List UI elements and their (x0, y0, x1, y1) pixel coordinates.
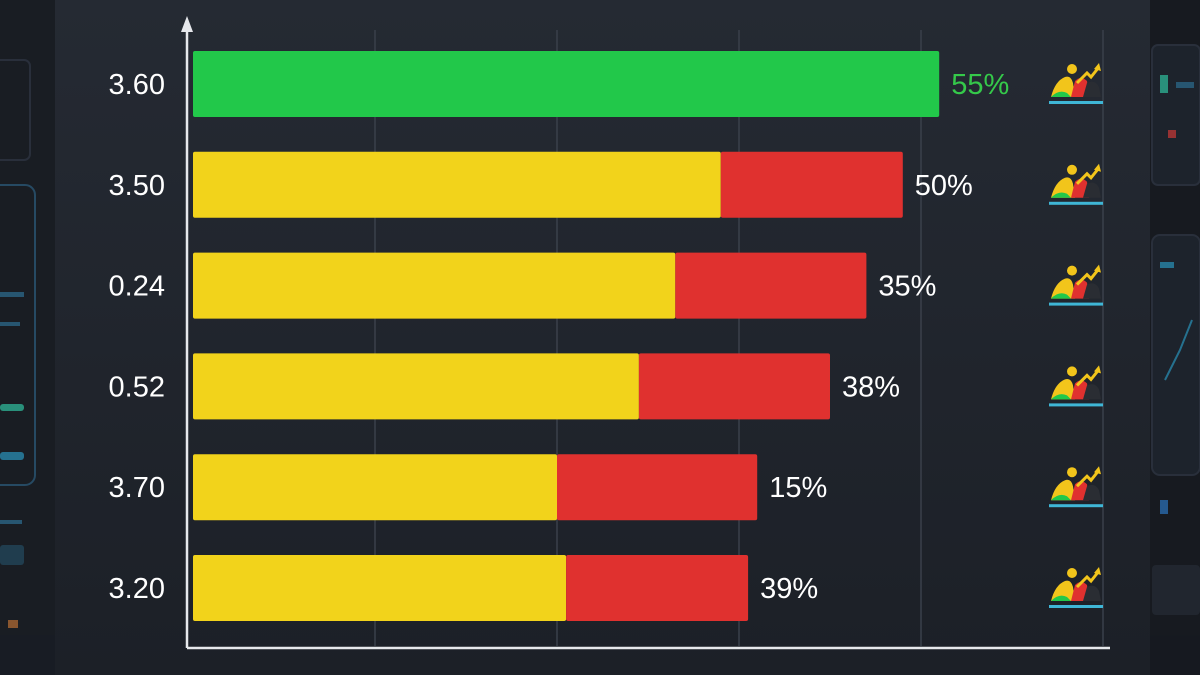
category-label: 0.52 (109, 371, 165, 403)
trend-icon (1049, 365, 1103, 407)
gridlines (374, 30, 1104, 646)
category-label: 3.50 (109, 170, 165, 202)
left-side-panel (0, 0, 55, 675)
data-label: 15% (769, 472, 827, 504)
bar-segment (193, 454, 557, 521)
right-side-panel (1150, 0, 1200, 675)
bar-segment (720, 151, 903, 218)
category-label: 0.24 (109, 271, 165, 303)
bar-segment (193, 555, 567, 621)
bar-segment (193, 51, 940, 117)
bar-segment (193, 151, 721, 218)
bar-segment (557, 454, 758, 521)
bar-segment (675, 252, 867, 319)
bar-segment (638, 353, 830, 420)
category-label: 3.60 (109, 69, 165, 101)
data-label: 50% (915, 170, 973, 202)
bar-segment (193, 353, 639, 420)
row-icons (1049, 63, 1103, 608)
trend-icon (1049, 466, 1103, 508)
data-label: 35% (878, 271, 936, 303)
data-label: 39% (760, 573, 818, 605)
bar-segment (193, 252, 676, 319)
trend-icon (1049, 163, 1103, 205)
category-label: 3.70 (109, 472, 165, 504)
y-axis-arrow-icon (181, 16, 193, 32)
data-label: 38% (842, 371, 900, 403)
trend-icon (1049, 567, 1103, 608)
data-label: 55% (951, 69, 1009, 101)
labels: 3.60 55% 3.50 50% 0.24 35% 0.52 38% 3.70 15% 3.20 3… (109, 69, 1010, 605)
bars (193, 51, 940, 621)
trend-icon (1049, 264, 1103, 306)
axes (181, 16, 1110, 650)
category-label: 3.20 (109, 573, 165, 605)
trend-icon (1049, 63, 1103, 104)
bar-segment (566, 555, 749, 621)
